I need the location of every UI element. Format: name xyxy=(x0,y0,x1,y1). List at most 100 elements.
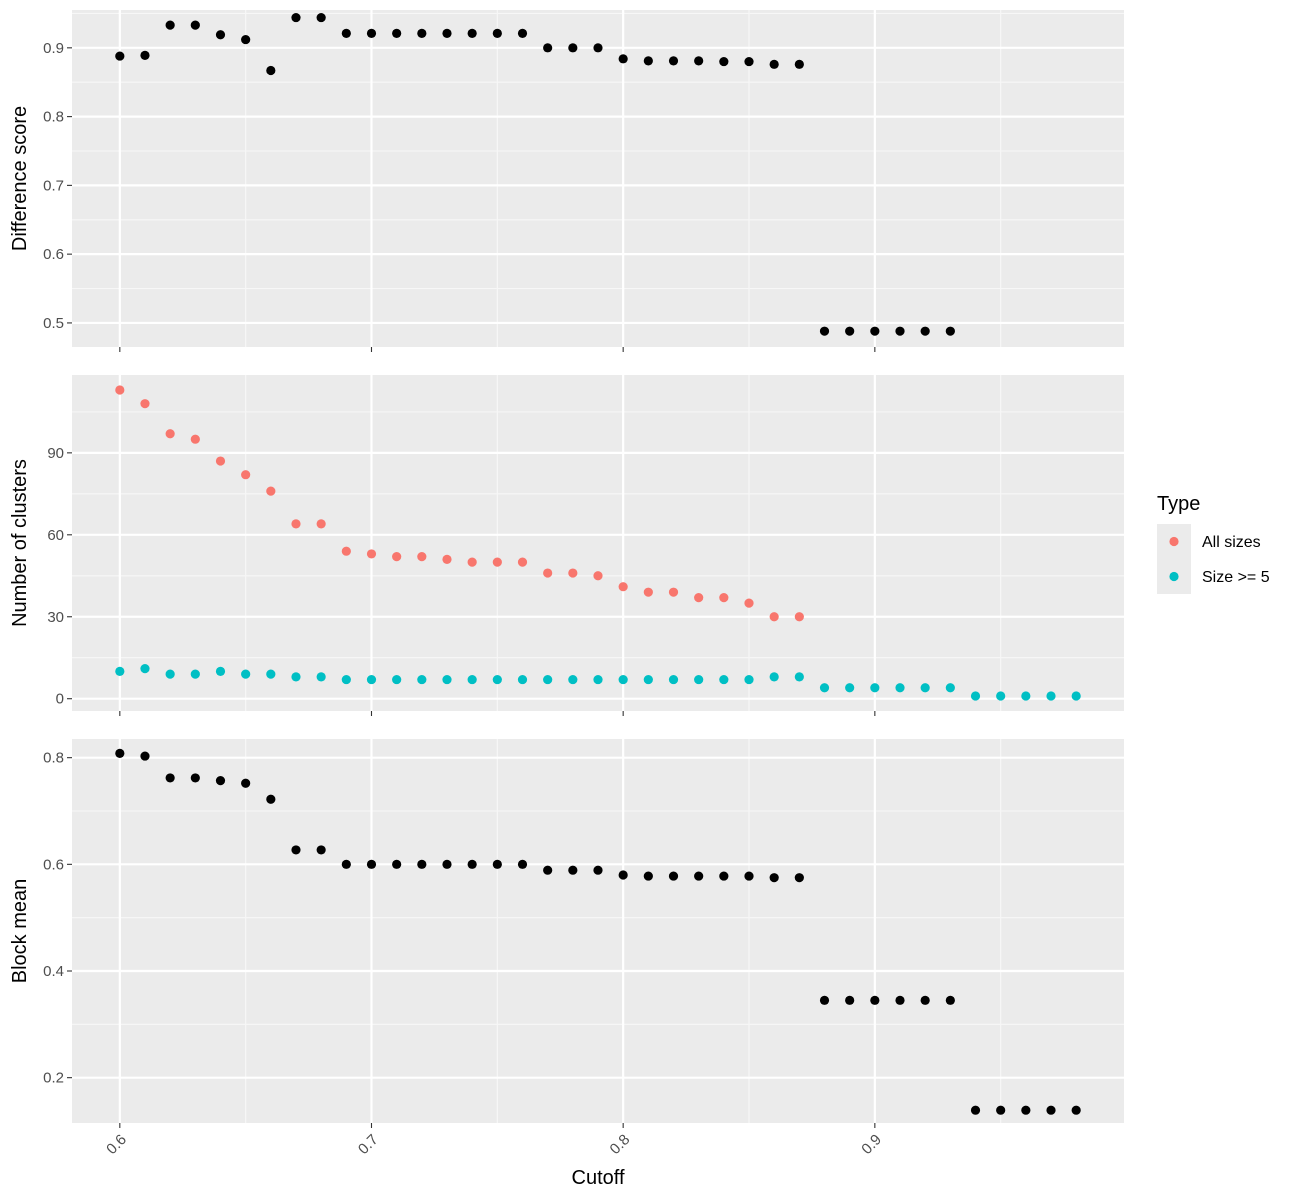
data-point xyxy=(442,859,452,869)
data-point xyxy=(417,552,427,562)
data-point xyxy=(442,28,452,38)
data-point xyxy=(543,568,553,578)
data-point xyxy=(945,326,955,336)
y-axis-title: Difference score xyxy=(9,106,31,251)
data-point xyxy=(593,865,603,875)
data-point xyxy=(417,674,427,685)
data-point xyxy=(266,794,276,804)
legend-label: All sizes xyxy=(1202,534,1261,551)
y-tick-label: 0.8 xyxy=(43,750,64,767)
data-point xyxy=(845,683,855,693)
panel-2-background xyxy=(72,375,1124,711)
data-point xyxy=(643,674,653,685)
data-point xyxy=(442,674,452,685)
data-point xyxy=(744,598,754,608)
data-point xyxy=(291,12,301,23)
data-point xyxy=(618,870,628,880)
data-point xyxy=(467,28,477,38)
data-point xyxy=(568,43,578,53)
data-point xyxy=(1021,691,1031,701)
data-point xyxy=(895,326,905,336)
y-tick-label: 0.6 xyxy=(43,246,64,263)
data-point xyxy=(870,326,880,336)
data-point xyxy=(417,28,427,38)
data-point xyxy=(190,669,200,679)
data-point xyxy=(442,554,452,564)
data-point xyxy=(1046,1105,1056,1115)
data-point xyxy=(165,429,175,439)
data-point xyxy=(165,773,175,783)
data-point xyxy=(920,683,930,693)
data-point xyxy=(643,587,653,597)
panel-1-background xyxy=(72,10,1124,347)
data-point xyxy=(266,669,276,679)
data-point xyxy=(643,871,653,881)
data-point xyxy=(694,674,704,685)
data-point xyxy=(1071,1105,1081,1115)
data-point xyxy=(794,672,804,682)
data-point xyxy=(241,669,251,679)
data-point xyxy=(668,674,679,685)
data-point xyxy=(1021,1105,1031,1115)
data-point xyxy=(517,557,528,567)
data-point xyxy=(668,871,679,881)
data-point xyxy=(140,751,150,761)
data-point xyxy=(769,612,779,622)
data-point xyxy=(366,674,377,685)
data-point xyxy=(492,674,502,685)
data-point xyxy=(190,773,200,783)
data-point xyxy=(392,552,402,562)
data-point xyxy=(794,612,804,622)
data-point xyxy=(970,1105,981,1115)
x-tick-label: 0.7 xyxy=(355,1131,382,1158)
y-tick-label: 0.5 xyxy=(43,315,64,332)
data-point xyxy=(719,56,729,67)
y-axis-title: Number of clusters xyxy=(9,459,31,627)
data-point xyxy=(895,683,905,693)
data-point xyxy=(744,871,754,881)
y-tick-label: 0.2 xyxy=(43,1070,64,1087)
data-point xyxy=(819,683,830,693)
data-point xyxy=(517,674,528,685)
y-tick-label: 0.4 xyxy=(43,963,64,980)
data-point xyxy=(668,56,679,66)
legend-title: Type xyxy=(1157,493,1200,515)
data-point xyxy=(492,557,502,567)
data-point xyxy=(1046,691,1056,701)
data-point xyxy=(316,519,326,529)
data-point xyxy=(517,28,528,38)
data-point xyxy=(467,859,477,869)
data-point xyxy=(215,456,226,466)
data-point xyxy=(895,995,905,1005)
data-point xyxy=(341,674,351,685)
data-point xyxy=(241,470,251,480)
data-point xyxy=(165,669,175,679)
data-point xyxy=(668,587,679,597)
data-point xyxy=(366,549,377,559)
data-point xyxy=(392,674,402,685)
data-point xyxy=(115,51,125,61)
data-point xyxy=(694,871,704,881)
data-point xyxy=(744,56,754,67)
data-point xyxy=(870,995,880,1005)
data-point xyxy=(769,59,779,69)
data-point xyxy=(1071,691,1081,701)
data-point xyxy=(719,593,729,603)
data-point xyxy=(719,871,729,881)
data-point xyxy=(341,546,351,556)
data-point xyxy=(568,674,578,685)
data-point xyxy=(316,12,326,23)
legend-label: Size >= 5 xyxy=(1202,569,1270,586)
data-point xyxy=(643,56,653,66)
data-point xyxy=(920,326,930,336)
data-point xyxy=(492,28,502,38)
data-point xyxy=(593,571,603,581)
data-point xyxy=(996,691,1006,701)
data-point xyxy=(618,582,628,592)
data-point xyxy=(341,859,351,869)
data-point xyxy=(744,674,754,685)
data-point xyxy=(819,326,830,336)
data-point xyxy=(492,859,502,869)
data-point xyxy=(165,20,175,30)
